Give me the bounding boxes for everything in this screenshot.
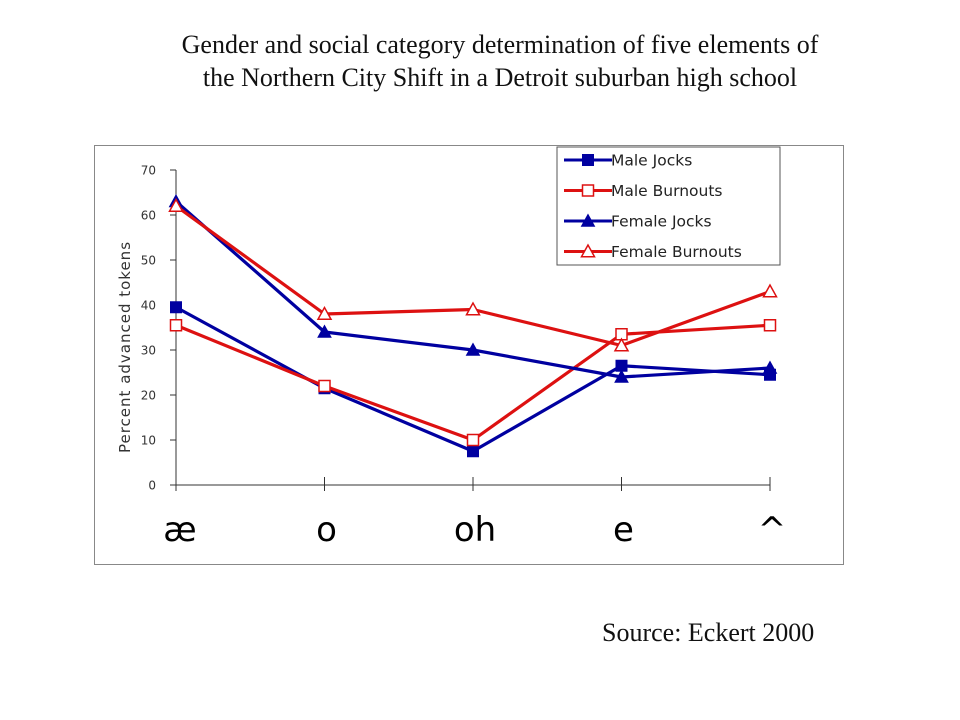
legend-label: Female Burnouts: [611, 243, 742, 261]
x-tick-label: ^: [758, 510, 787, 550]
data-point: [467, 445, 479, 458]
legend-box: [556, 146, 781, 266]
legend: Male Jocks Male Burnouts Female Jocks Femal…: [556, 146, 781, 266]
y-tick-label: 40: [141, 299, 156, 313]
data-point: [613, 337, 630, 352]
chart-title: Gender and social category determination…: [40, 28, 960, 94]
y-tick-label: 10: [141, 434, 156, 448]
y-tick-label: 50: [141, 254, 156, 268]
data-point: [762, 360, 778, 374]
y-tick-label: 70: [141, 164, 156, 178]
data-point: [170, 301, 182, 314]
data-point: [168, 197, 184, 212]
y-tick-label: 30: [141, 344, 156, 358]
data-point: [762, 283, 778, 298]
data-point: [763, 319, 777, 332]
x-tick-label: æ: [163, 510, 196, 550]
x-axis-ticks: æ o oh e ^: [163, 477, 786, 550]
x-tick-label: oh: [454, 510, 496, 550]
title-line-1: Gender and social category determination…: [181, 30, 819, 59]
data-point: [614, 369, 629, 383]
data-point: [465, 301, 481, 316]
x-tick-label: e: [613, 510, 634, 550]
data-point: [316, 305, 333, 320]
y-tick-label: 0: [148, 479, 156, 493]
title-line-2: the Northern City Shift in a Detroit sub…: [202, 63, 798, 92]
chart-panel: Percent advanced tokens 0 10 20 30 40 50 60 70 …: [94, 145, 844, 565]
legend-label: Male Jocks: [611, 152, 692, 170]
legend-label: Female Jocks: [611, 213, 712, 231]
data-point: [169, 319, 183, 332]
data-point: [318, 379, 331, 393]
data-point: [465, 342, 481, 356]
series-markers: [168, 193, 778, 458]
legend-swatch-marker: [580, 213, 596, 227]
data-point: [317, 324, 332, 338]
line-chart: Percent advanced tokens 010203040506070 …: [94, 145, 844, 565]
legend-swatch-marker: [581, 184, 595, 197]
data-point: [466, 433, 480, 447]
source-note: Source: Eckert 2000: [602, 618, 815, 647]
legend-swatch-marker: [582, 154, 594, 166]
y-axis-ticks: 0 10 20 30 40 50 60 70: [141, 164, 176, 493]
x-tick-label: o: [316, 510, 337, 550]
y-axis-label: Percent advanced tokens: [116, 241, 134, 453]
legend-swatch-marker: [580, 243, 596, 258]
y-tick-label: 60: [141, 209, 156, 223]
legend-label: Male Burnouts: [611, 182, 722, 200]
y-tick-label: 20: [141, 389, 156, 403]
